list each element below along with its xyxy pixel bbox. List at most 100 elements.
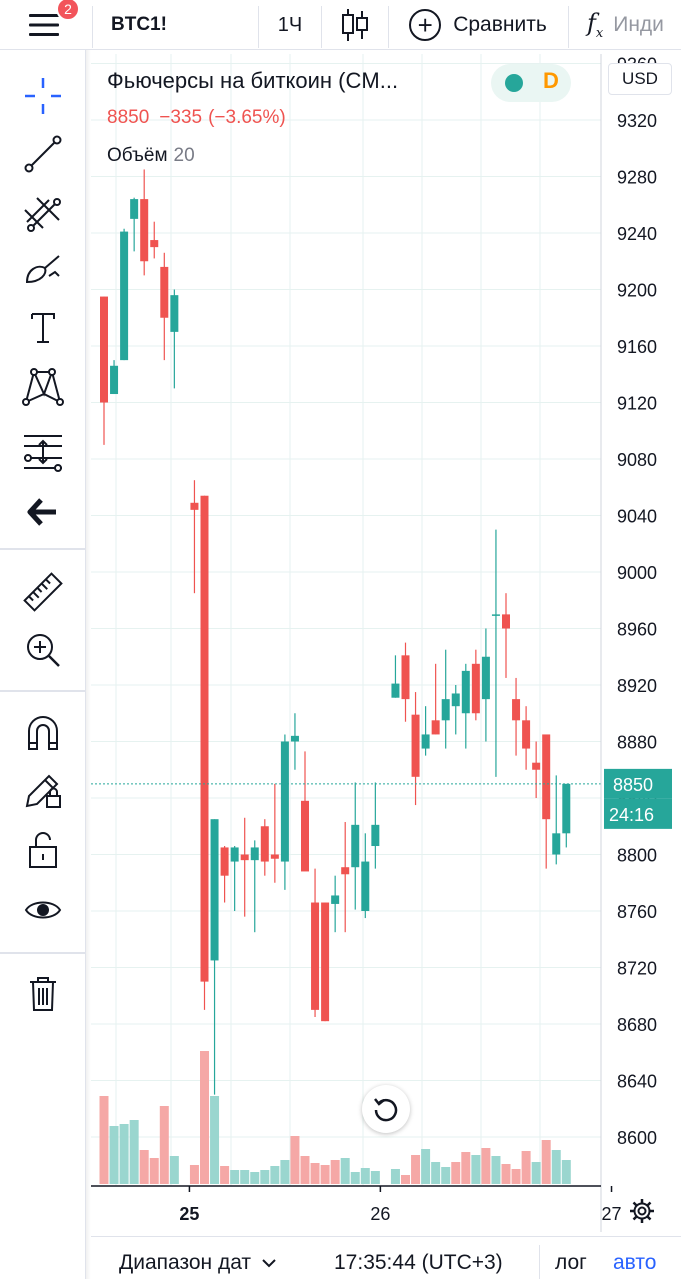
remove-drawings-tool[interactable] — [0, 966, 86, 1022]
price-chart[interactable]: 9360932092809240920091609120908090409000… — [91, 54, 681, 1236]
market-status-badge[interactable] — [491, 64, 571, 102]
volume-label: Объём — [107, 145, 168, 166]
toolbar-divider — [0, 952, 86, 954]
last-price-tag — [604, 768, 672, 799]
main-menu-button[interactable]: 2 — [0, 0, 88, 50]
indicators-label: Инди — [613, 13, 664, 36]
pattern-tool[interactable] — [0, 358, 86, 414]
volume-bar — [350, 1172, 360, 1184]
function-fx-icon: fx — [587, 9, 604, 41]
candle-body — [160, 266, 169, 318]
symbol-search-button[interactable]: BTC1! — [111, 14, 167, 35]
chevron-down-icon — [262, 1259, 276, 1268]
text-tool[interactable] — [0, 300, 86, 356]
fib-tool[interactable] — [0, 184, 86, 240]
candle-body — [371, 824, 380, 847]
bar-countdown: 24:16 — [609, 805, 654, 825]
candle-body — [311, 902, 320, 1010]
candle-body — [391, 683, 400, 698]
candle-body — [331, 895, 340, 904]
toolbar-divider — [388, 6, 389, 48]
volume-bar — [159, 1106, 169, 1184]
candle-body — [431, 720, 440, 735]
price-tick-label: 9120 — [617, 394, 657, 414]
log-scale-toggle[interactable]: лог — [555, 1251, 587, 1274]
prediction-tool[interactable] — [0, 424, 86, 480]
candle-body — [150, 240, 159, 248]
clock-timezone-button[interactable]: 17:35:44 (UTC+3) — [334, 1251, 503, 1274]
volume-bar — [461, 1152, 471, 1184]
volume-bar — [481, 1148, 491, 1184]
volume-bar — [230, 1170, 240, 1184]
candle-body — [361, 861, 370, 911]
gear-icon — [629, 1199, 654, 1223]
crosshair-icon — [25, 78, 61, 114]
candle-body — [290, 735, 299, 742]
compare-label: Сравнить — [453, 13, 547, 36]
volume-bar — [431, 1162, 441, 1184]
interval-button[interactable]: 1Ч — [277, 13, 303, 36]
lock-drawings-tool[interactable] — [0, 822, 86, 878]
volume-bar — [441, 1167, 451, 1184]
candle-body — [270, 854, 279, 859]
crosshair-tool[interactable] — [0, 68, 86, 124]
volume-bar — [360, 1168, 370, 1184]
chart-type-button[interactable] — [322, 0, 388, 50]
trend-line-tool[interactable] — [0, 126, 86, 182]
candle-body — [210, 819, 219, 961]
volume-value: 20 — [173, 145, 195, 166]
candle-body — [411, 714, 420, 777]
volume-legend[interactable]: Объём 20 — [107, 145, 195, 167]
measure-tool[interactable] — [0, 564, 86, 620]
indicators-button[interactable]: fx Инди — [569, 0, 681, 50]
volume-bar — [411, 1155, 421, 1184]
date-range-label: Диапазон дат — [119, 1251, 252, 1274]
candle-body — [280, 741, 289, 862]
candle-body — [130, 199, 139, 219]
brush-icon — [25, 255, 60, 284]
price-tick-label: 8680 — [617, 1015, 657, 1035]
ruler-icon — [23, 572, 63, 612]
candle-body — [401, 655, 410, 700]
candle-body — [341, 867, 350, 875]
brush-tool[interactable] — [0, 242, 86, 298]
time-tick-label: 26 — [370, 1204, 390, 1224]
candle-body — [301, 800, 309, 872]
hide-drawings-tool[interactable] — [0, 882, 86, 938]
zoom-in-icon — [27, 634, 60, 667]
volume-bar — [189, 1165, 199, 1184]
reset-chart-button[interactable] — [362, 1085, 410, 1133]
candle-body — [351, 824, 360, 868]
compare-button[interactable]: + Сравнить — [389, 0, 567, 50]
candle-body — [491, 614, 500, 616]
countdown-tag — [604, 798, 672, 829]
chart-settings-button[interactable] — [602, 1188, 681, 1234]
legend-price-values: 8850 −335 (−3.65%) — [107, 107, 296, 129]
back-tool[interactable] — [0, 484, 86, 540]
candle-body — [522, 720, 531, 749]
currency-label[interactable]: USD — [608, 63, 672, 95]
toolbar-divider — [0, 690, 86, 692]
price-tick-label: 8800 — [617, 846, 657, 866]
candle-body — [240, 854, 249, 861]
date-range-button[interactable]: Диапазон дат — [119, 1251, 277, 1275]
stay-in-draw-mode-tool[interactable] — [0, 762, 86, 818]
lock-open-icon — [29, 832, 57, 868]
price-tick-label: 9160 — [617, 337, 657, 357]
candle-body — [451, 693, 460, 707]
volume-bar — [300, 1156, 310, 1184]
auto-scale-toggle[interactable]: авто — [613, 1251, 657, 1274]
trash-icon — [30, 977, 56, 1011]
magnet-tool[interactable] — [0, 704, 86, 760]
symbol-description[interactable]: Фьючерсы на биткоин (CM... — [107, 68, 399, 93]
volume-bar — [260, 1170, 270, 1184]
volume-bar — [541, 1140, 551, 1184]
price-tick-label: 8600 — [617, 1128, 657, 1148]
volume-bar — [531, 1162, 541, 1184]
candle-body — [542, 734, 551, 820]
price-tick-label: 9280 — [617, 168, 657, 188]
toolbar-divider — [258, 6, 259, 48]
zoom-tool[interactable] — [0, 622, 86, 678]
volume-bar — [330, 1160, 340, 1184]
